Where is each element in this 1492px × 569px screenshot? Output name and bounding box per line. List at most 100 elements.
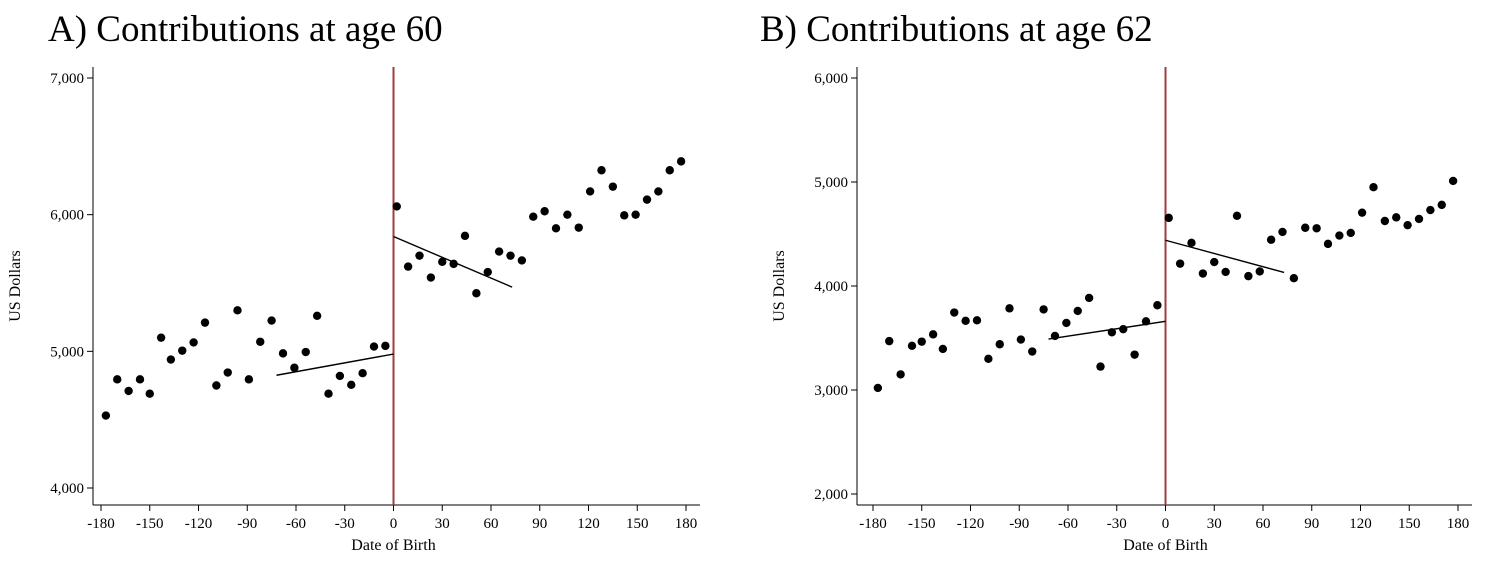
data-point [335, 371, 345, 381]
data-point [124, 386, 133, 396]
x-axis-label: Date of Birth [351, 537, 435, 554]
x-tick-label: 180 [1447, 516, 1470, 532]
data-point [135, 375, 145, 384]
data-point [506, 251, 515, 260]
data-point [938, 344, 948, 354]
data-point [620, 211, 629, 220]
data-point [1232, 211, 1242, 220]
data-point [517, 256, 527, 265]
data-point [472, 289, 481, 298]
data-point [494, 247, 504, 256]
data-point [1357, 208, 1367, 217]
data-point [1244, 271, 1253, 281]
y-tick-label: 3,000 [814, 383, 848, 399]
data-point [654, 187, 663, 196]
y-axis-label: US Dollars [771, 250, 788, 322]
data-point [1448, 176, 1458, 186]
data-point [885, 336, 894, 346]
x-tick-label: 120 [1349, 516, 1372, 532]
x-axis-label: Date of Birth [1123, 537, 1207, 554]
data-point [1062, 318, 1071, 328]
data-point [529, 212, 538, 221]
fit-line-left [276, 353, 394, 376]
data-point [928, 330, 938, 339]
data-point [267, 316, 276, 325]
x-tick-label: 60 [1256, 516, 1271, 532]
data-point [324, 389, 333, 398]
data-point [676, 157, 686, 166]
panel-a: A) Contributions at age 60 4,000 5,000 6,0… [7, 9, 700, 554]
data-point [950, 308, 959, 317]
y-tick-label: 6,000 [814, 71, 848, 87]
data-point [1198, 269, 1208, 278]
y-tick-label: 2,000 [814, 487, 848, 503]
data-point [597, 166, 606, 175]
data-point [189, 338, 198, 347]
data-point [631, 210, 640, 219]
data-point [1153, 301, 1162, 310]
data-point [1301, 223, 1310, 232]
chart-a: 4,000 5,000 6,000 7,000 -180 -150 -120 -90 -60 -3… [7, 67, 700, 554]
data-point [256, 337, 265, 346]
y-tick-label: 7,000 [50, 71, 84, 87]
data-point [551, 224, 561, 233]
data-point [1414, 214, 1424, 224]
data-point [972, 316, 982, 325]
data-point [896, 370, 905, 379]
data-point [1084, 293, 1094, 303]
x-tick-label: -180 [859, 516, 887, 532]
data-point [1403, 220, 1412, 230]
data-point [585, 187, 595, 196]
data-point [290, 363, 299, 372]
data-point [1289, 274, 1299, 283]
x-tick-label: -150 [908, 516, 936, 532]
data-point [381, 341, 390, 351]
data-point [540, 207, 549, 216]
data-point [563, 210, 572, 219]
x-tick-label: -90 [1009, 516, 1029, 532]
x-tick-label: 30 [1207, 516, 1222, 532]
data-point [873, 383, 883, 393]
data-point [156, 333, 166, 342]
data-point [984, 354, 993, 363]
data-point [1175, 259, 1185, 268]
data-point [608, 182, 618, 191]
data-point [460, 231, 470, 241]
chart-b: 2,000 3,000 4,000 5,000 6,000 -180 -150 -120 -90… [771, 67, 1472, 554]
data-point [1369, 183, 1378, 192]
panel-a-title: A) Contributions at age 60 [48, 9, 443, 50]
y-tick-label: 5,000 [50, 344, 84, 360]
data-point [1380, 216, 1390, 226]
data-point [1187, 238, 1196, 248]
data-point [369, 342, 379, 351]
data-point [1266, 235, 1276, 244]
data-point [1050, 331, 1060, 341]
data-point [1005, 304, 1014, 313]
data-point [1437, 200, 1446, 210]
x-tick-label: -60 [1058, 516, 1078, 532]
data-point [278, 349, 288, 358]
x-tick-label: 180 [675, 516, 698, 532]
data-point [403, 262, 413, 271]
data-point [449, 259, 458, 269]
y-tick-label: 4,000 [814, 279, 848, 295]
data-point [1130, 350, 1139, 359]
x-tick-label: -150 [136, 516, 164, 532]
data-point [1255, 267, 1264, 276]
data-point [312, 311, 322, 320]
data-point [166, 355, 176, 364]
x-tick-label: 60 [484, 516, 499, 532]
x-tick-label: -60 [286, 516, 306, 532]
data-point [1426, 205, 1435, 215]
data-point [1335, 231, 1344, 240]
data-point [358, 369, 367, 378]
data-point [1346, 228, 1355, 238]
data-point [347, 380, 356, 390]
y-axis-label: US Dollars [7, 250, 24, 322]
data-point [438, 257, 447, 267]
data-point [1278, 227, 1287, 237]
data-point [1221, 267, 1230, 277]
data-point [1164, 213, 1173, 223]
x-tick-label: 0 [390, 516, 398, 532]
data-point [1210, 257, 1219, 267]
